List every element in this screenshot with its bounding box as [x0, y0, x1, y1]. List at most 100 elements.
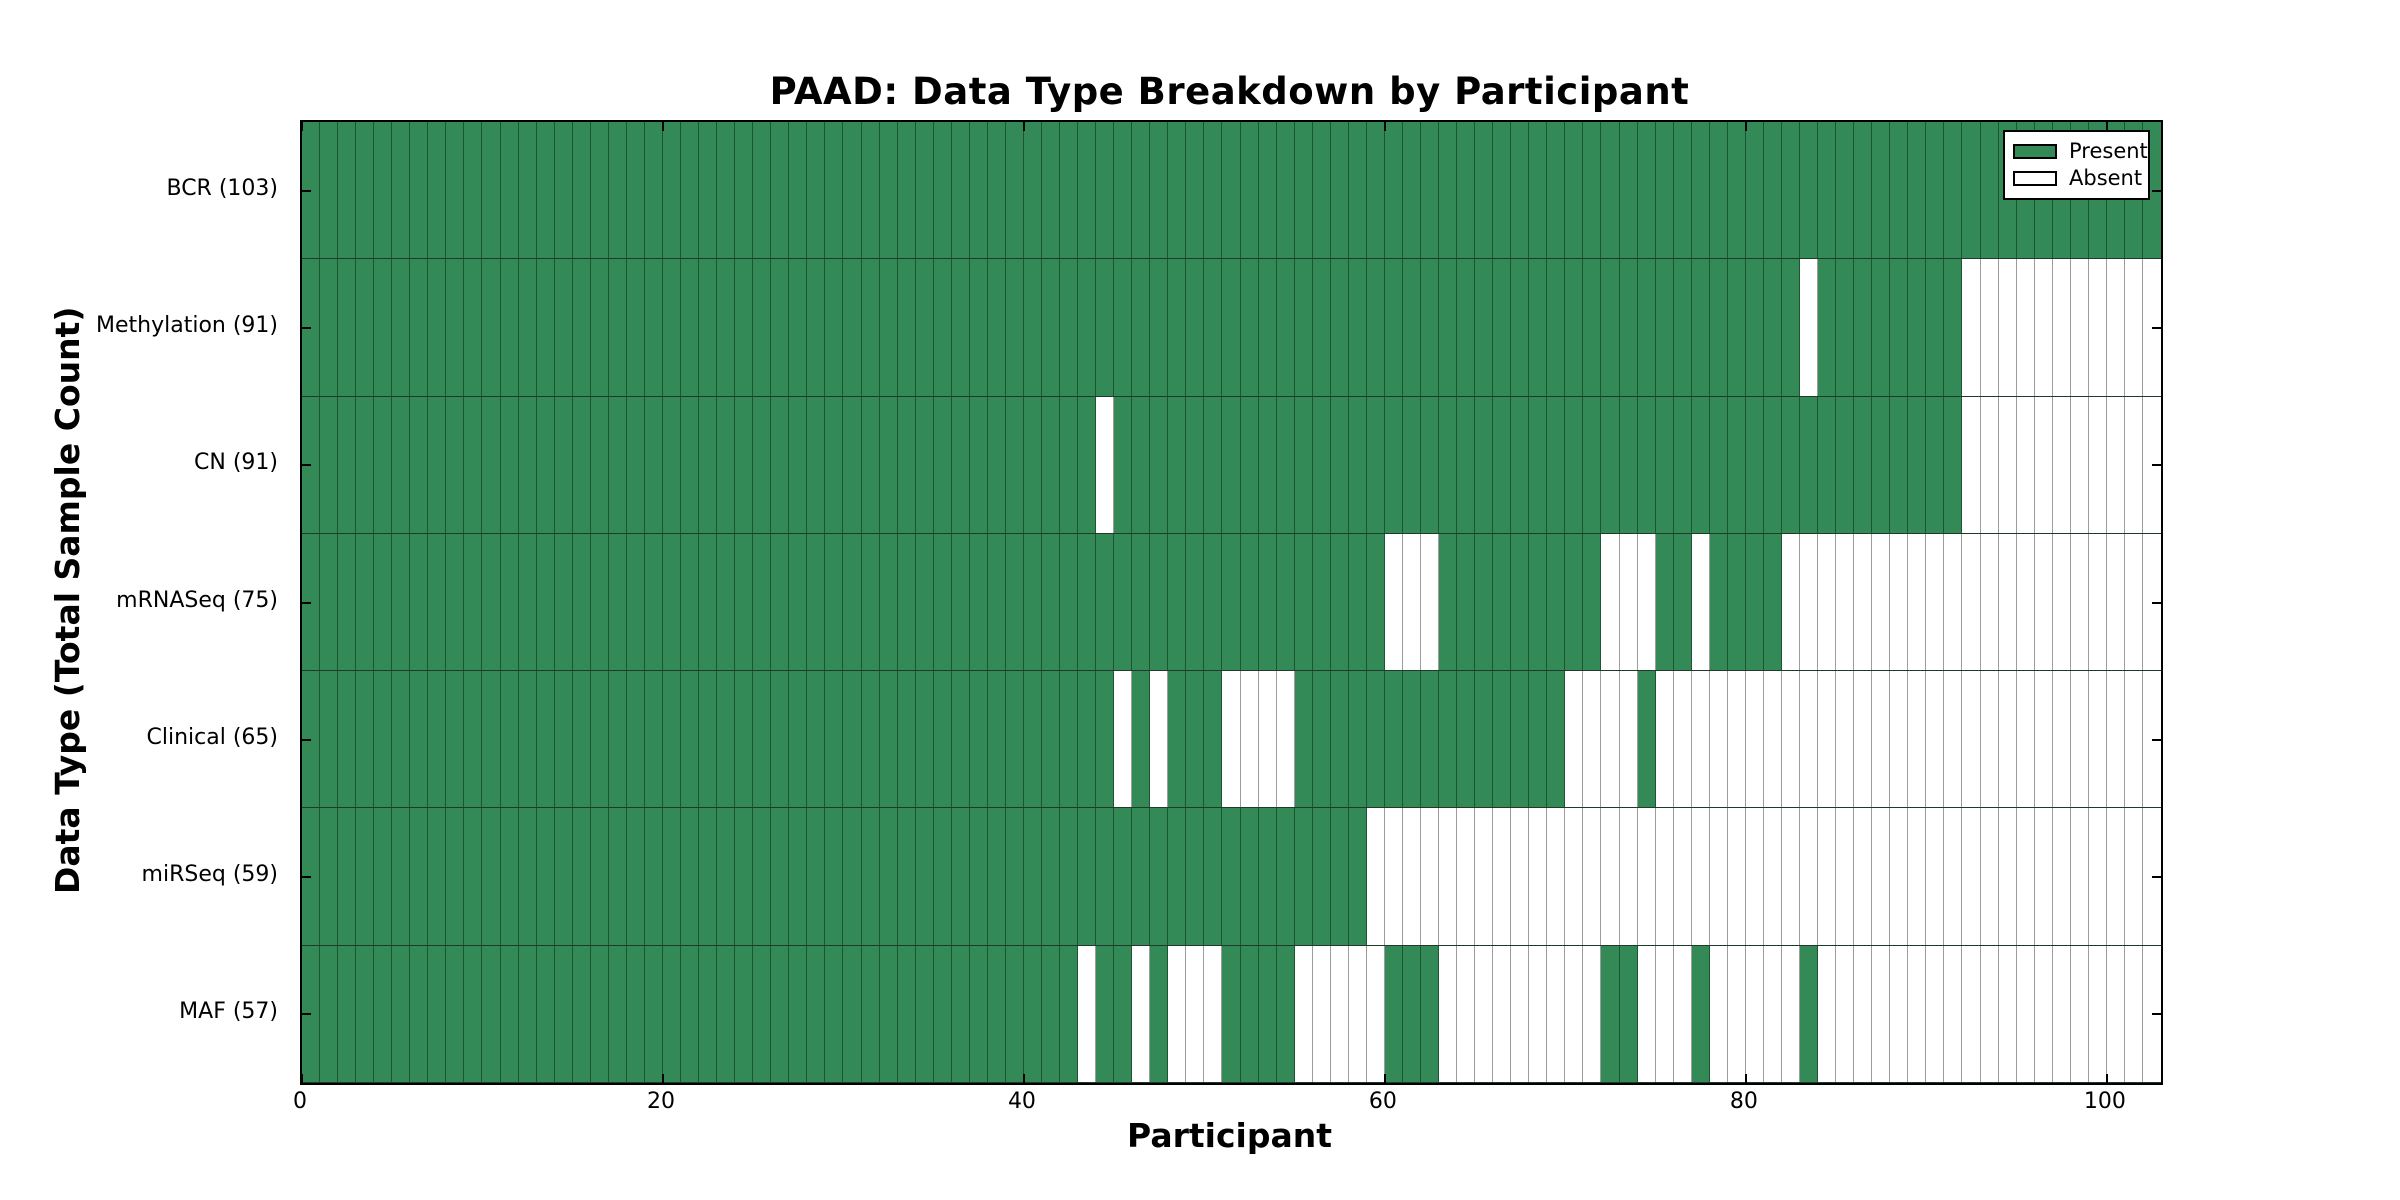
heatmap-cell: [1150, 396, 1169, 533]
heatmap-cell: [879, 671, 898, 808]
heatmap-cell: [1854, 259, 1873, 396]
heatmap-cell: [2052, 533, 2071, 671]
heatmap-cell: [536, 808, 555, 945]
heatmap-cell: [1312, 671, 1331, 808]
heatmap-cell: [1132, 396, 1151, 533]
heatmap-cell: [500, 122, 519, 259]
heatmap-cell: [843, 533, 862, 671]
heatmap-cell: [428, 945, 447, 1082]
heatmap-cell: [536, 259, 555, 396]
heatmap-cell: [392, 945, 411, 1082]
heatmap-cell: [1330, 808, 1349, 945]
heatmap-cell: [1168, 945, 1187, 1082]
heatmap-cell: [753, 671, 772, 808]
heatmap-cell: [1601, 122, 1620, 259]
heatmap-cell: [1114, 945, 1133, 1082]
heatmap-cell: [1655, 259, 1674, 396]
heatmap-cell: [1908, 671, 1927, 808]
y-tick: [2152, 738, 2161, 741]
heatmap-cell: [1114, 396, 1133, 533]
heatmap-cell: [1529, 808, 1548, 945]
heatmap-cell: [969, 122, 988, 259]
heatmap-cell: [2088, 945, 2107, 1082]
heatmap-cell: [1637, 533, 1656, 671]
heatmap-cell: [1800, 533, 1819, 671]
heatmap-cell: [2016, 945, 2035, 1082]
heatmap-cell: [1312, 533, 1331, 671]
heatmap-cell: [897, 533, 916, 671]
heatmap-cell: [987, 122, 1006, 259]
heatmap-cell: [1691, 671, 1710, 808]
heatmap-cell: [1619, 122, 1638, 259]
heatmap-row: [302, 259, 2161, 397]
heatmap-cell: [1601, 808, 1620, 945]
heatmap-cell: [662, 808, 682, 945]
heatmap-cell: [1439, 259, 1458, 396]
heatmap-cell: [1980, 945, 1999, 1082]
heatmap-cell: [302, 808, 321, 945]
heatmap-cell: [644, 671, 663, 808]
heatmap-cell: [1601, 396, 1620, 533]
heatmap-cell: [554, 259, 573, 396]
heatmap-cell: [1439, 945, 1458, 1082]
heatmap-cell: [644, 122, 663, 259]
heatmap-cell: [969, 945, 988, 1082]
heatmap-cell: [1583, 396, 1602, 533]
heatmap-cell: [1421, 259, 1440, 396]
heatmap-cell: [681, 808, 700, 945]
heatmap-cell: [1655, 808, 1674, 945]
heatmap-cell: [482, 396, 501, 533]
heatmap-cell: [1980, 122, 1999, 259]
heatmap-cell: [1944, 945, 1963, 1082]
heatmap-cell: [1565, 671, 1584, 808]
heatmap-cell: [1493, 259, 1512, 396]
heatmap-cell: [735, 259, 754, 396]
heatmap-cell: [1763, 396, 1782, 533]
heatmap-cell: [897, 945, 916, 1082]
heatmap-cell: [843, 808, 862, 945]
heatmap-cell: [1384, 945, 1403, 1082]
heatmap-cell: [626, 808, 645, 945]
heatmap-cell: [2016, 671, 2035, 808]
heatmap-cell: [1944, 259, 1963, 396]
heatmap-cell: [1204, 122, 1223, 259]
heatmap-cell: [1294, 671, 1313, 808]
heatmap-cell: [1637, 396, 1656, 533]
heatmap-cell: [1655, 945, 1674, 1082]
heatmap-cell: [771, 533, 790, 671]
heatmap-cell: [428, 122, 447, 259]
heatmap-cell: [1619, 396, 1638, 533]
heatmap-cell: [1763, 671, 1782, 808]
heatmap-cell: [1348, 533, 1367, 671]
heatmap-cell: [356, 396, 375, 533]
heatmap-cell: [1276, 396, 1295, 533]
heatmap-cell: [410, 808, 429, 945]
heatmap-cell: [1709, 808, 1728, 945]
heatmap-cell: [807, 259, 826, 396]
heatmap-cell: [2142, 945, 2161, 1082]
heatmap-cell: [1637, 945, 1656, 1082]
heatmap-cell: [807, 122, 826, 259]
heatmap-cell: [1294, 533, 1313, 671]
heatmap-cell: [1818, 396, 1837, 533]
heatmap-cell: [572, 396, 591, 533]
heatmap-cell: [536, 945, 555, 1082]
heatmap-cell: [1005, 122, 1024, 259]
heatmap-cell: [1836, 122, 1855, 259]
heatmap-cell: [1457, 671, 1476, 808]
y-tick: [302, 326, 311, 329]
heatmap-cell: [536, 396, 555, 533]
heatmap-cell: [536, 533, 555, 671]
heatmap-cell: [1005, 259, 1024, 396]
heatmap-cell: [1565, 396, 1584, 533]
heatmap-cell: [1258, 259, 1277, 396]
heatmap-cell: [1637, 808, 1656, 945]
heatmap-cell: [1312, 945, 1331, 1082]
heatmap-cell: [1330, 945, 1349, 1082]
heatmap-cell: [1583, 122, 1602, 259]
heatmap-cell: [1041, 259, 1061, 396]
heatmap-cell: [861, 671, 880, 808]
heatmap-cell: [1781, 808, 1801, 945]
heatmap-cell: [897, 396, 916, 533]
heatmap-cell: [1583, 533, 1602, 671]
